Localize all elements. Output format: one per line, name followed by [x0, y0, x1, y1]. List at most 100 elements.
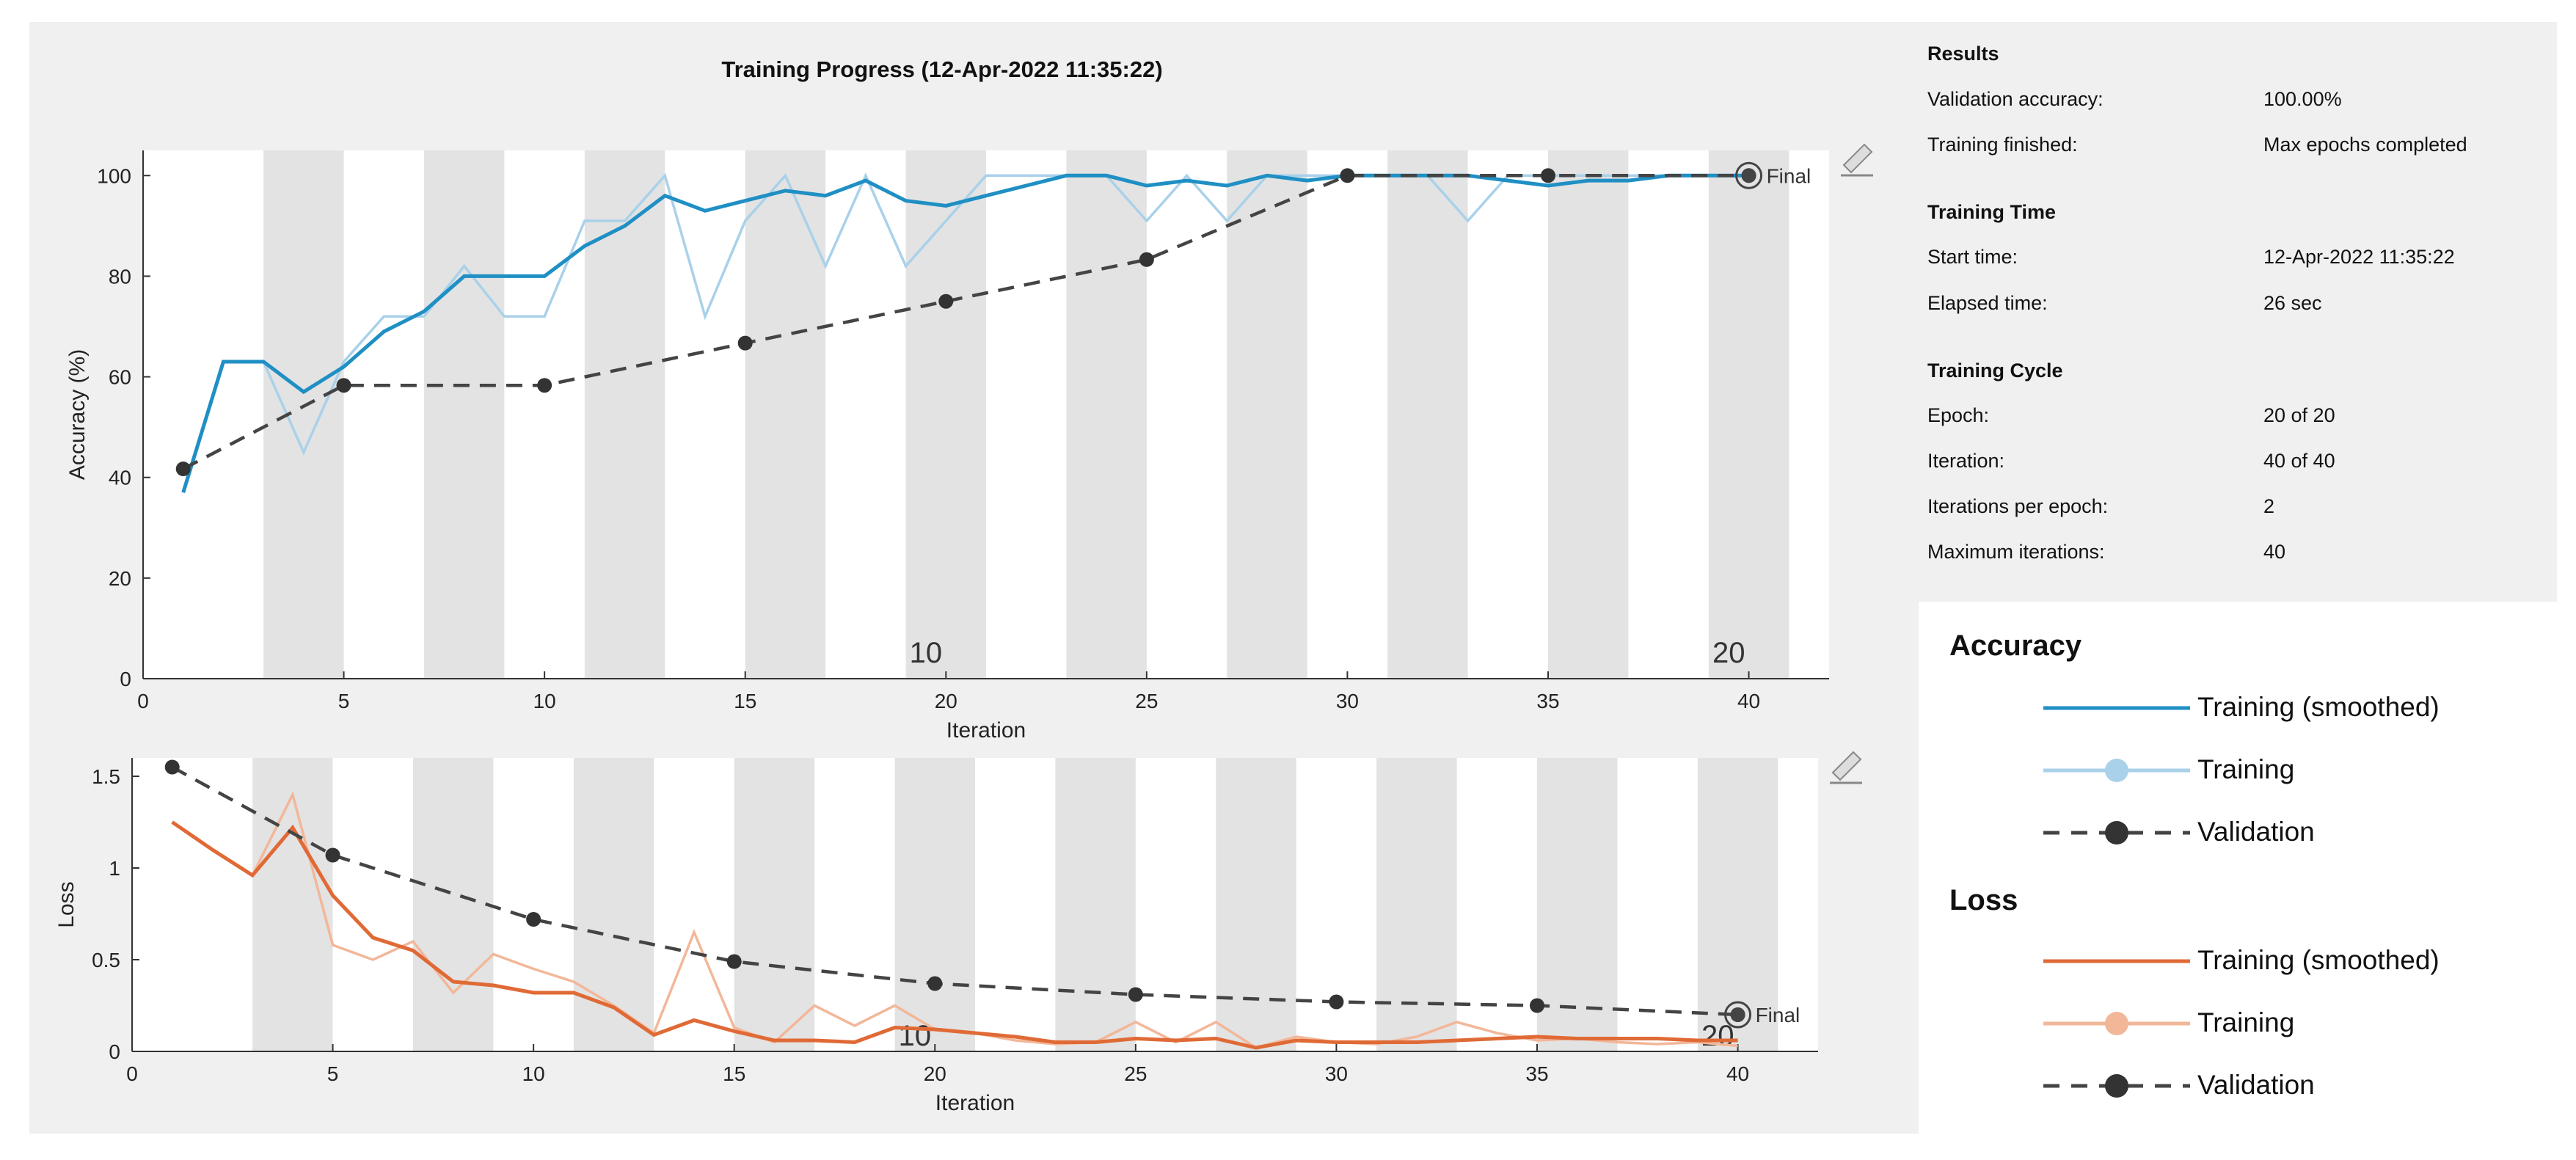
epoch-band: [1055, 758, 1136, 1051]
legend-line-swatch: [2043, 706, 2190, 710]
y-axis-label: Loss: [54, 881, 79, 927]
legend-label: Training: [2197, 754, 2295, 784]
epoch-band: [1216, 758, 1296, 1051]
final-label: Final: [1756, 1004, 1800, 1026]
legend-dashed-swatch: [2043, 821, 2190, 845]
x-tick-label: 15: [734, 690, 756, 712]
maximum-iterations-label: Maximum iterations:: [1927, 541, 2105, 563]
validation-point: [164, 759, 180, 775]
legend-accuracy-smoothed: Training (smoothed): [2029, 686, 2542, 730]
epoch-band: [1376, 758, 1457, 1051]
validation-accuracy-value: 100.00%: [2263, 88, 2342, 110]
iteration-label: Iteration:: [1927, 450, 2005, 472]
x-tick-label: 10: [533, 690, 556, 712]
epoch-band: [424, 150, 505, 679]
training-finished-value: Max epochs completed: [2263, 134, 2467, 156]
validation-accuracy-label: Validation accuracy:: [1927, 88, 2104, 110]
epoch-band: [584, 150, 665, 679]
epoch-band: [573, 758, 654, 1051]
legend-accuracy-validation: Validation: [2029, 811, 2542, 855]
results-heading: Results: [1927, 43, 1999, 65]
maximum-iterations-value: 40: [2263, 541, 2286, 563]
pencil-icon: [1842, 143, 1873, 174]
legend-label: Validation: [2197, 817, 2315, 847]
x-tick-label: 35: [1525, 1062, 1548, 1085]
epoch-band: [263, 150, 344, 679]
x-tick-label: 25: [1124, 1062, 1147, 1085]
x-tick-label: 10: [522, 1062, 545, 1085]
y-axis-label: Accuracy (%): [65, 349, 90, 480]
start-time-value: 12-Apr-2022 11:35:22: [2263, 246, 2455, 268]
x-tick-label: 40: [1726, 1062, 1749, 1085]
elapsed-time-label: Elapsed time:: [1927, 292, 2048, 314]
y-tick-label: 80: [109, 265, 131, 288]
legend-label: Validation: [2197, 1070, 2315, 1100]
validation-point: [336, 378, 351, 393]
validation-point: [526, 912, 541, 927]
x-tick-label: 40: [1737, 690, 1760, 712]
training-smoothed-line: [171, 820, 1738, 1050]
x-tick-label: 0: [137, 690, 149, 712]
accuracy-chart: 0 5 10 15 20 25 30 35 40 0 20 40 60 80 100 Iteration Acc…: [65, 143, 1873, 743]
validation-point: [1541, 168, 1555, 183]
legend-panel: Accuracy Training (smoothed) Training Va…: [1919, 602, 2576, 1137]
legend-loss-validation: Validation: [2029, 1064, 2542, 1108]
legend-marker-swatch: [2043, 759, 2190, 782]
epoch-band: [1708, 150, 1789, 679]
epoch-band: [1066, 150, 1147, 679]
training-line: [182, 172, 1749, 493]
legend-loss-smoothed: Training (smoothed): [2029, 939, 2542, 983]
legend-line-swatch: [2043, 959, 2190, 963]
y-tick-label: 0.5: [92, 949, 120, 971]
legend-label: Training (smoothed): [2197, 945, 2440, 975]
validation-point: [1530, 998, 1544, 1013]
x-tick-label: 0: [126, 1062, 138, 1085]
validation-point: [938, 293, 954, 309]
chart-title: Training Progress (12-Apr-2022 11:35:22): [721, 56, 1162, 82]
epoch-band: [894, 758, 975, 1051]
epoch-label: 20: [1701, 1020, 1734, 1052]
training-info-panel: Results Validation accuracy: 100.00% Tra…: [1919, 22, 2557, 602]
x-tick-label: 35: [1536, 690, 1559, 712]
iterations-per-epoch-value: 2: [2263, 495, 2275, 517]
legend-accuracy-training: Training: [2029, 748, 2542, 792]
y-tick-label: 20: [109, 567, 131, 590]
epoch-band: [734, 758, 815, 1051]
iterations-per-epoch-label: Iterations per epoch:: [1927, 495, 2109, 517]
epoch-label: 20: [1712, 637, 1745, 669]
training-finished-label: Training finished:: [1927, 134, 2078, 156]
x-tick-label: 25: [1135, 690, 1158, 712]
validation-point: [1340, 168, 1355, 183]
y-tick-label: 1.5: [92, 765, 120, 788]
training-time-heading: Training Time: [1927, 201, 2057, 223]
epoch-label: Epoch:: [1927, 404, 1990, 426]
validation-point: [1128, 987, 1143, 1002]
final-marker: [1730, 1007, 1745, 1022]
validation-point: [726, 954, 742, 969]
final-marker-ring: [1735, 161, 1763, 189]
epoch-label: 10: [910, 637, 943, 669]
x-tick-label: 5: [338, 690, 350, 712]
start-time-label: Start time:: [1927, 246, 2018, 268]
plot-panel: Training Progress (12-Apr-2022 11:35:22)…: [29, 22, 1919, 1134]
legend-loss-training: Training: [2029, 1002, 2542, 1046]
epoch-band: [905, 150, 986, 679]
y-tick-label: 0: [120, 668, 131, 690]
x-tick-label: 15: [723, 1062, 745, 1085]
epoch-band: [745, 150, 826, 679]
epoch-band: [1227, 150, 1307, 679]
validation-point: [1139, 252, 1154, 267]
validation-point: [325, 847, 340, 863]
legend-loss-title: Loss: [1949, 884, 2018, 916]
y-tick-label: 100: [97, 164, 131, 187]
validation-point: [927, 976, 943, 991]
x-axis-label: Iteration: [946, 718, 1026, 743]
y-tick-label: 1: [109, 857, 120, 880]
validation-line: [182, 174, 1749, 471]
y-tick-label: 40: [109, 467, 131, 489]
validation-point: [1329, 994, 1344, 1010]
y-tick-label: 0: [109, 1040, 120, 1063]
epoch-band: [1548, 150, 1629, 679]
